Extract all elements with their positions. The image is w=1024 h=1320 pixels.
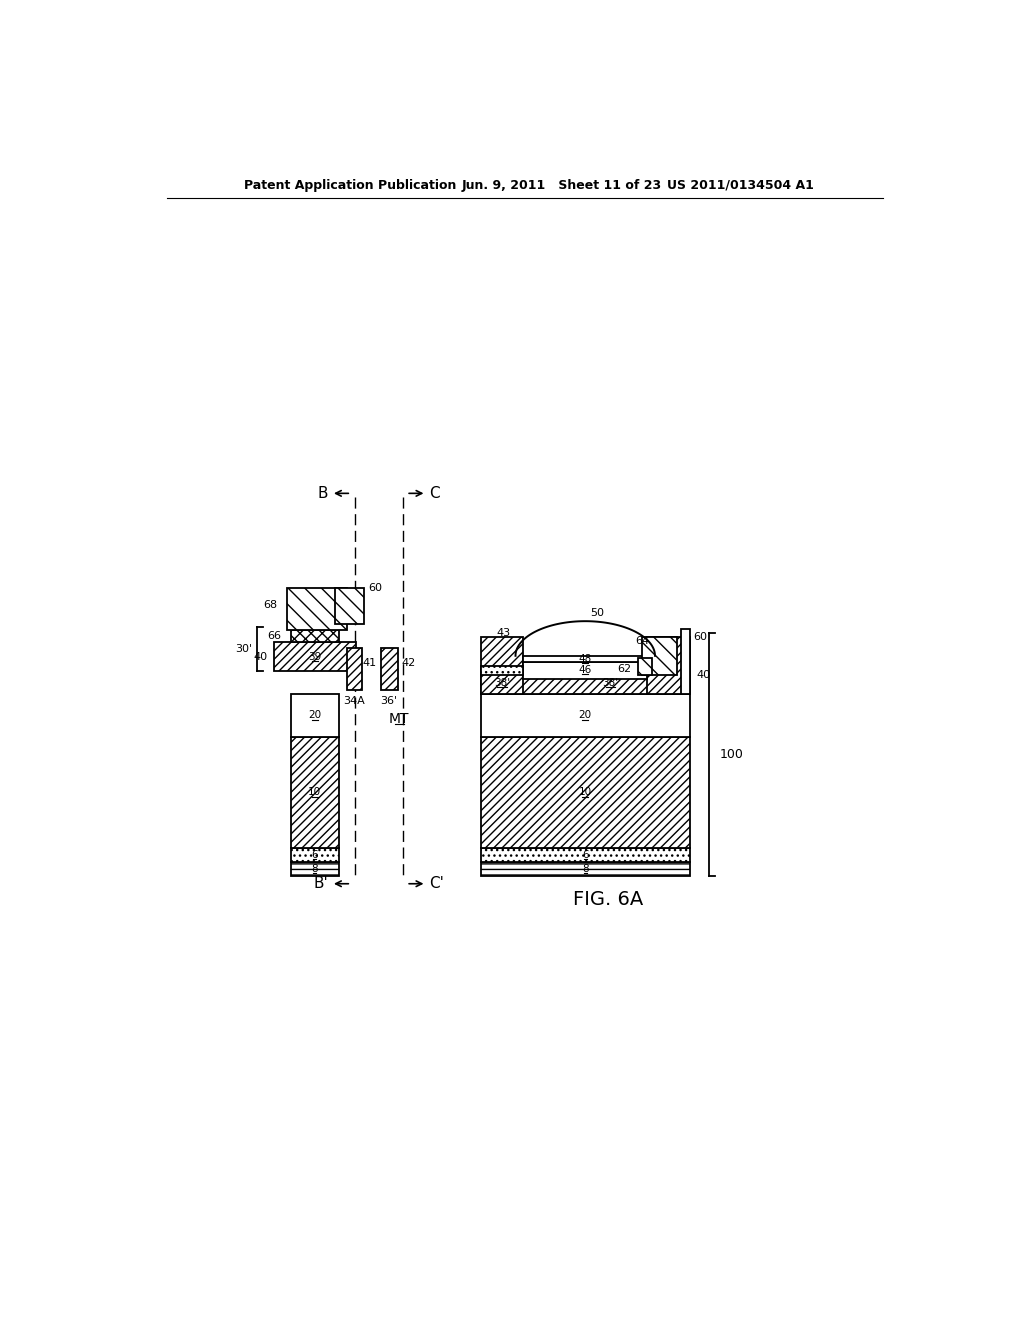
Bar [291,849,339,862]
Text: 10: 10 [308,788,322,797]
Bar [346,648,362,690]
Text: 8: 8 [311,865,318,874]
Bar [480,694,690,737]
Text: 42: 42 [401,657,416,668]
Text: 6: 6 [582,850,589,861]
Bar [642,636,677,675]
Text: Jun. 9, 2011   Sheet 11 of 23: Jun. 9, 2011 Sheet 11 of 23 [461,178,662,191]
Text: 68: 68 [263,601,278,610]
Bar [638,659,652,675]
Bar [291,862,339,876]
Text: 66: 66 [267,631,282,642]
Text: B: B [317,486,328,500]
Bar [480,636,523,694]
Text: 62: 62 [617,664,632,675]
Bar [480,862,690,876]
Text: 20: 20 [308,710,322,721]
Text: 40: 40 [253,652,267,661]
Bar [480,737,690,849]
Text: 64: 64 [635,636,649,647]
Text: 60: 60 [693,631,708,642]
Bar [381,648,397,690]
Text: 8: 8 [582,865,589,874]
Text: MT: MT [389,711,410,726]
Text: 46: 46 [579,665,592,676]
Bar [335,589,365,624]
Text: US 2011/0134504 A1: US 2011/0134504 A1 [667,178,813,191]
Text: 43: 43 [497,628,511,638]
Text: 50: 50 [590,609,604,619]
Bar [291,631,339,642]
Bar [523,656,647,663]
Bar [480,665,523,675]
Text: 100: 100 [720,748,744,760]
Bar [287,589,346,631]
Text: 20: 20 [579,710,592,721]
Text: 60: 60 [369,583,382,593]
Text: 41: 41 [362,657,377,668]
Bar [480,671,690,694]
Text: 40: 40 [696,671,711,680]
Text: Patent Application Publication: Patent Application Publication [245,178,457,191]
Text: 30': 30' [236,644,253,653]
Text: FIG. 6A: FIG. 6A [573,890,644,908]
Bar [681,628,690,694]
Bar [523,663,647,678]
Text: 6: 6 [311,850,318,861]
Bar [647,636,690,694]
Bar [291,694,339,737]
Text: 36': 36' [381,696,397,706]
Text: C': C' [429,876,444,891]
Text: C: C [429,486,440,500]
Text: 39: 39 [308,652,322,661]
Bar [291,737,339,849]
Text: 10: 10 [579,788,592,797]
Text: 38': 38' [602,677,618,688]
Bar [273,642,356,671]
Bar [480,849,690,862]
Text: B': B' [313,876,328,891]
Text: 38': 38' [494,677,510,688]
Text: 34A: 34A [343,696,366,706]
Text: 48: 48 [579,653,592,664]
